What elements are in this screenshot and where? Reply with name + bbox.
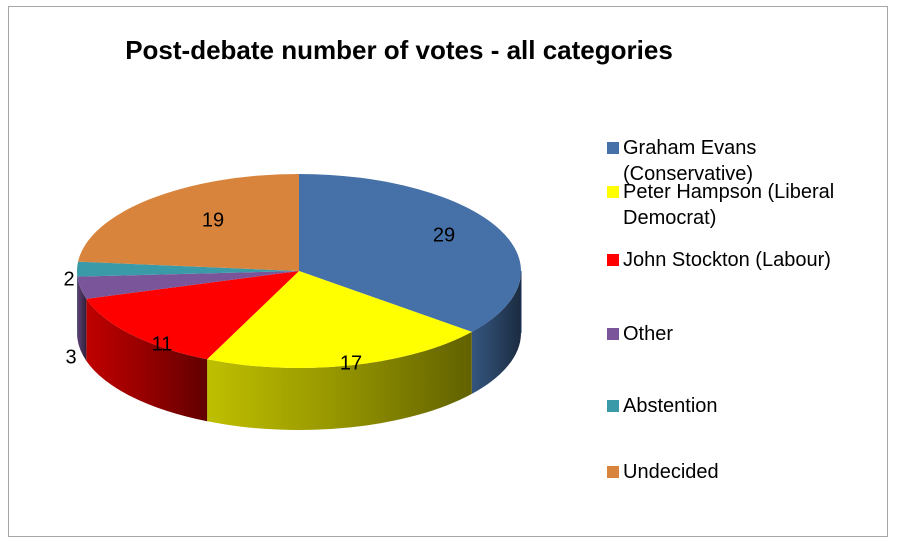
data-label-3: 3 <box>65 346 76 368</box>
data-label-4: 2 <box>63 268 74 290</box>
chart-title: Post-debate number of votes - all catego… <box>125 35 673 65</box>
legend-swatch <box>607 186 619 198</box>
legend-item-other: Other <box>607 321 889 347</box>
pie-slice-3 <box>77 271 300 299</box>
data-label-5: 19 <box>202 209 224 231</box>
legend-swatch <box>607 254 619 266</box>
pie-side-1 <box>207 331 472 430</box>
legend-swatch <box>607 142 619 154</box>
legend-swatch <box>607 466 619 478</box>
legend-item-john-stockton: John Stockton (Labour) <box>607 247 889 273</box>
legend-label: Peter Hampson (Liberal Democrat) <box>623 181 835 229</box>
pie-slice-4 <box>77 261 300 277</box>
pie-slice-1 <box>207 271 472 368</box>
legend-item-graham-evans: Graham Evans (Conservative) <box>607 135 889 187</box>
legend-item-peter-hampson: Peter Hampson (Liberal Democrat) <box>607 179 889 231</box>
legend-item-abstention: Abstention <box>607 393 889 419</box>
legend-label: John Stockton (Labour) <box>623 249 831 271</box>
legend-swatch <box>607 400 619 412</box>
chart-frame: Post-debate number of votes - all catego… <box>8 6 888 537</box>
pie-slice-0 <box>299 174 521 332</box>
data-label-1: 17 <box>340 352 362 374</box>
pie-slice-2 <box>86 271 299 360</box>
legend-item-undecided: Undecided <box>607 459 889 485</box>
legend-label: Graham Evans (Conservative) <box>623 137 757 185</box>
pie-side-3 <box>77 276 87 361</box>
pie-slice-5 <box>78 174 299 271</box>
data-label-0: 29 <box>433 224 455 246</box>
legend-label: Undecided <box>623 461 719 483</box>
data-label-2: 11 <box>152 333 173 355</box>
legend-swatch <box>607 328 619 340</box>
pie-side-2 <box>86 298 208 422</box>
legend-label: Abstention <box>623 395 718 417</box>
pie-side-0 <box>471 271 521 394</box>
legend-label: Other <box>623 323 674 345</box>
pie-chart: 29 17 11 3 2 19 <box>63 174 522 430</box>
